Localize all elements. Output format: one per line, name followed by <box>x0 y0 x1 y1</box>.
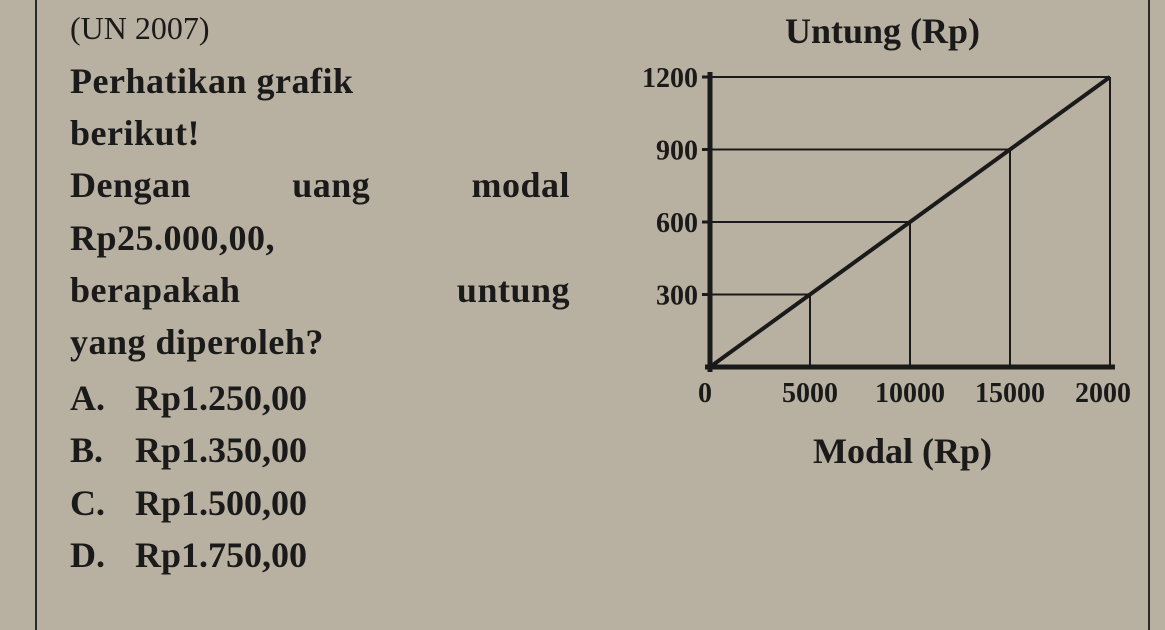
problem-line: Perhatikan grafik <box>70 55 570 107</box>
svg-text:900: 900 <box>656 136 698 167</box>
svg-text:5000: 5000 <box>782 378 838 409</box>
problem-text: (UN 2007) Perhatikan grafik berikut! Den… <box>50 10 570 620</box>
option-d: D. Rp1.750,00 <box>70 529 570 581</box>
answer-options: A. Rp1.250,00 B. Rp1.350,00 C. Rp1.500,0… <box>70 372 570 581</box>
problem-line: berikut! <box>70 107 570 159</box>
svg-text:20000: 20000 <box>1075 378 1130 409</box>
exam-source: (UN 2007) <box>70 10 570 47</box>
problem-line: yang diperoleh? <box>70 316 570 368</box>
svg-text:10000: 10000 <box>875 378 945 409</box>
problem-line: Dengan uang modal <box>70 159 570 211</box>
svg-text:1200: 1200 <box>642 63 698 94</box>
svg-text:0: 0 <box>698 378 712 409</box>
svg-text:15000: 15000 <box>975 378 1045 409</box>
profit-vs-capital-chart: 300 600 900 1200 0 5000 10000 15000 20000 <box>630 57 1130 417</box>
chart-xlabel: Modal (Rp) <box>670 430 1135 472</box>
option-c: C. Rp1.500,00 <box>70 477 570 529</box>
svg-text:600: 600 <box>656 208 698 239</box>
option-a: A. Rp1.250,00 <box>70 372 570 424</box>
problem-line: Rp25.000,00, <box>70 212 570 264</box>
chart-title: Untung (Rp) <box>630 10 1135 52</box>
option-b: B. Rp1.350,00 <box>70 424 570 476</box>
svg-text:300: 300 <box>656 281 698 312</box>
problem-line: berapakah untung <box>70 264 570 316</box>
chart-area: Untung (Rp) 300 600 900 1200 0 5000 10000 15000… <box>570 10 1135 620</box>
